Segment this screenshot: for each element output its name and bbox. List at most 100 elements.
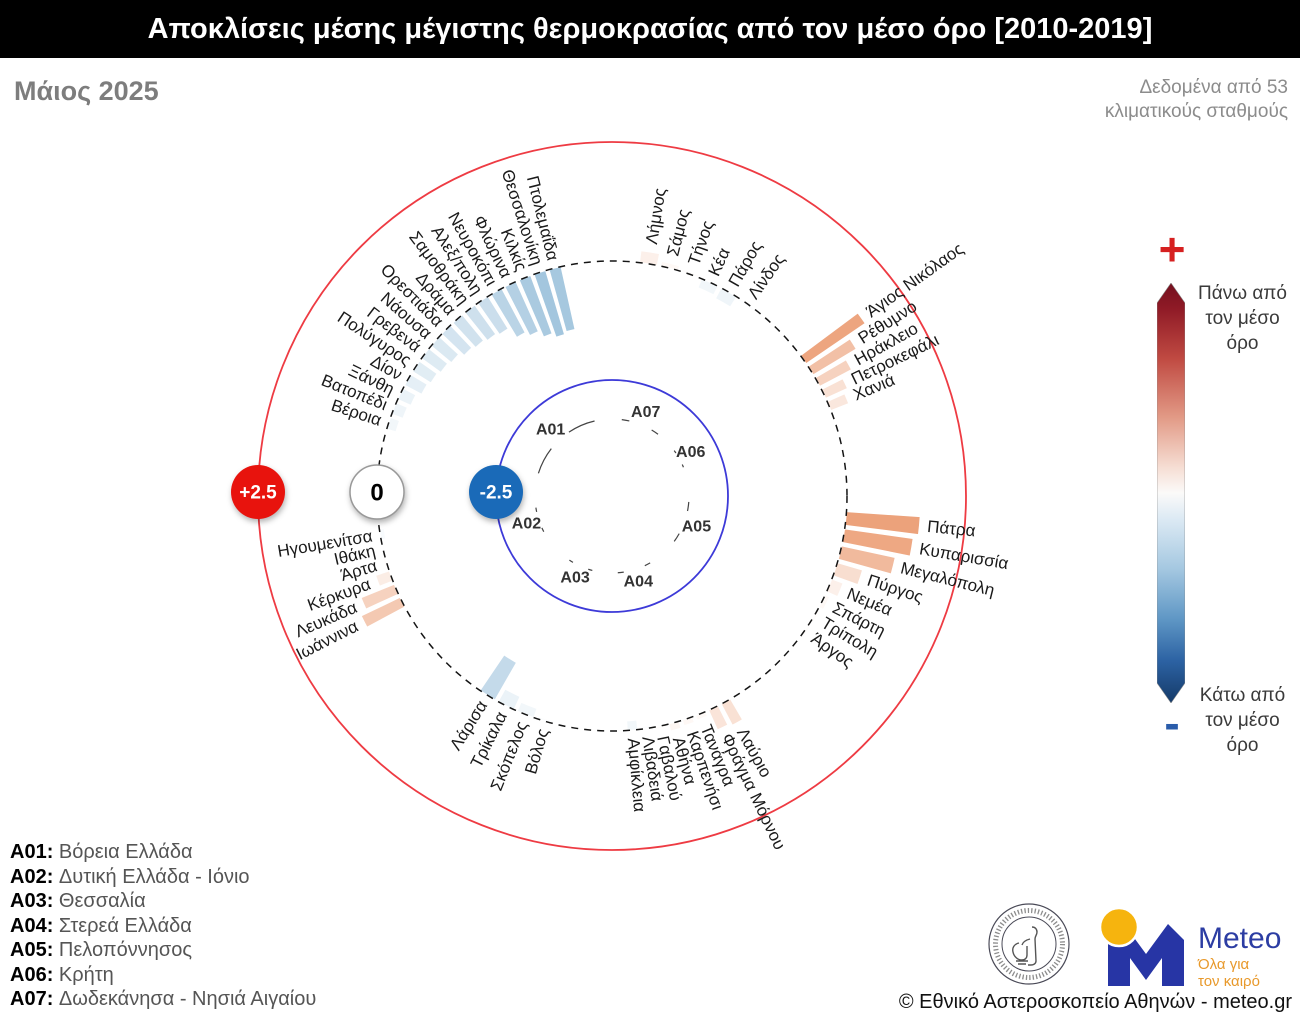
month-label: Μάιος 2025 bbox=[14, 76, 159, 106]
region-code-label: A02 bbox=[512, 516, 541, 533]
region-code-label: A05 bbox=[682, 519, 711, 536]
page-title: Αποκλίσεις μέσης μέγιστης θερμοκρασίας α… bbox=[147, 12, 1153, 45]
axis-badge: -2.5 bbox=[469, 465, 523, 519]
legend-name: Βόρεια Ελλάδα bbox=[58, 841, 193, 863]
gradient-arrow-bar bbox=[1157, 283, 1185, 703]
station-bar bbox=[490, 287, 526, 338]
region-code-label: A01 bbox=[536, 422, 565, 439]
region-code-label: A03 bbox=[560, 570, 589, 587]
meteo-wordmark: Meteo bbox=[1198, 922, 1281, 955]
legend-code: A06: bbox=[10, 963, 59, 986]
region-arc bbox=[617, 571, 624, 574]
legend-item: A02: Δυτική Ελλάδα - Ιόνιο bbox=[10, 865, 316, 890]
scale-minus-sign: - bbox=[1164, 697, 1180, 749]
legend-name: Στερεά Ελλάδα bbox=[58, 914, 192, 937]
station-bar bbox=[378, 528, 387, 541]
station-bar bbox=[404, 374, 428, 395]
legend-name: Δυτική Ελλάδα - Ιόνιο bbox=[58, 865, 250, 888]
axis-badge: +2.5 bbox=[231, 465, 285, 519]
region-arc bbox=[535, 507, 538, 512]
station-bar bbox=[640, 724, 653, 730]
region-arc bbox=[644, 562, 651, 567]
station-bar bbox=[799, 624, 811, 639]
scale-above-label: Πάνω από τον μέσο όρο bbox=[1198, 283, 1287, 354]
region-arc bbox=[568, 420, 595, 433]
region-arc bbox=[588, 568, 593, 572]
meteo-tagline-line1: Όλα για bbox=[1197, 956, 1250, 973]
legend-item: A01: Βόρεια Ελλάδα bbox=[10, 840, 316, 865]
region-code-label: A07 bbox=[631, 404, 660, 421]
region-arc bbox=[569, 559, 574, 563]
data-source-note: Δεδομένα από 53 κλιματικούς σταθμούς bbox=[1104, 77, 1288, 122]
legend-code: A05: bbox=[10, 939, 59, 961]
meteo-tagline-line2: τον καιρό bbox=[1198, 973, 1260, 990]
region-arc bbox=[673, 533, 680, 542]
station-bar bbox=[397, 387, 417, 406]
station-bar bbox=[720, 698, 743, 726]
region-arc bbox=[686, 501, 690, 512]
legend-code: A01: bbox=[10, 841, 59, 863]
region-arc bbox=[621, 419, 630, 422]
axis-badge-value: -2.5 bbox=[480, 483, 513, 504]
seal-text-ring bbox=[993, 908, 1065, 980]
station-bar bbox=[360, 596, 406, 628]
meteo-logo: Meteo Όλα για τον καιρό bbox=[1098, 906, 1281, 990]
region-arc bbox=[537, 448, 552, 474]
region-arc bbox=[681, 464, 684, 468]
station-bar bbox=[697, 278, 719, 296]
legend-item: A05: Πελοπόννησος bbox=[10, 938, 316, 963]
station-bar bbox=[504, 281, 539, 337]
legend-name: Πελοπόννησος bbox=[58, 939, 192, 961]
station-bar bbox=[841, 528, 914, 557]
station-bar bbox=[516, 701, 538, 719]
ring-0 bbox=[376, 260, 848, 732]
legend-code: A02: bbox=[10, 865, 59, 888]
station-bar bbox=[809, 609, 820, 624]
station-label: Λήμνος bbox=[642, 187, 670, 246]
region-legend: A01: Βόρεια Ελλάδα A02: Δυτική Ελλάδα - Ι… bbox=[10, 840, 316, 1012]
station-bar bbox=[737, 298, 755, 312]
seal-amphora bbox=[1012, 942, 1028, 965]
station-bar bbox=[441, 324, 473, 356]
station-bar bbox=[837, 545, 896, 575]
region-arc bbox=[673, 450, 677, 454]
region-code-label: A04 bbox=[624, 574, 653, 591]
seal-figure bbox=[1021, 926, 1038, 966]
station-bar bbox=[548, 266, 576, 332]
station-bar bbox=[818, 594, 830, 610]
region-arc bbox=[541, 527, 545, 532]
legend-item: A04: Στερεά Ελλάδα bbox=[10, 914, 316, 939]
legend-item: A03: Θεσσαλία bbox=[10, 889, 316, 914]
region-code-label: A06 bbox=[676, 444, 705, 461]
title-bar: Αποκλίσεις μέσης μέγιστης θερμοκρασίας α… bbox=[0, 0, 1300, 58]
legend-name: Κρήτη bbox=[58, 963, 114, 986]
axis-badge-circle bbox=[469, 465, 523, 519]
legend-item: A07: Δωδεκάνησα - Νησιά Αιγαίου bbox=[10, 987, 316, 1012]
legend-code: A07: bbox=[10, 988, 59, 1010]
station-bar bbox=[430, 336, 460, 364]
axis-badge: 0 bbox=[349, 464, 405, 520]
legend-item: A06: Κρήτη bbox=[10, 963, 316, 988]
station-bar bbox=[826, 578, 844, 598]
noa-seal bbox=[988, 903, 1070, 985]
footer-logos: Meteo Όλα για τον καιρό bbox=[980, 898, 1300, 990]
legend-name: Θεσσαλία bbox=[58, 890, 146, 912]
axis-badge-circle bbox=[231, 465, 285, 519]
station-bar bbox=[681, 268, 700, 278]
meteo-yellow-dot bbox=[1098, 906, 1140, 948]
axis-badge-value: +2.5 bbox=[239, 483, 277, 504]
station-bar bbox=[381, 542, 387, 555]
station-bar bbox=[497, 688, 521, 711]
station-bar bbox=[391, 402, 408, 419]
axis-badge-circle bbox=[349, 464, 405, 520]
axis-badge-value: 0 bbox=[370, 480, 383, 507]
ring--2.5 bbox=[495, 379, 729, 613]
legend-code: A04: bbox=[10, 914, 59, 937]
scale-below-label: Κάτω από τον μέσο όρο bbox=[1199, 685, 1286, 756]
region-arc bbox=[651, 429, 659, 435]
copyright: © Εθνικό Αστεροσκοπείο Αθηνών - meteo.gr bbox=[898, 991, 1292, 1013]
legend-code: A03: bbox=[10, 890, 59, 912]
color-scale-bar bbox=[1157, 283, 1185, 703]
